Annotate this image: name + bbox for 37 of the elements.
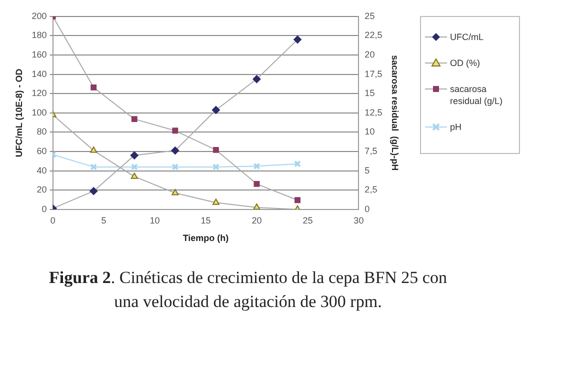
y-tick-label: 200 <box>32 10 47 21</box>
legend-label: sacarosa residual (g/L) <box>450 83 504 107</box>
y-tick-label: 40 <box>36 165 47 176</box>
x-tick-label: 20 <box>252 215 262 226</box>
x-tick-label: 15 <box>200 215 211 226</box>
y2-tick-label: 2,5 <box>364 184 378 195</box>
text: Figura 2. Cinéticas de crecimiento de la cepa BFN 25 con una velocidad de agitación de 300 rpm. <box>49 268 447 311</box>
x-tick-label: 10 <box>150 215 160 226</box>
y-tick-label: 60 <box>36 146 47 156</box>
y2-tick-label: 12,5 <box>364 107 382 118</box>
y-tick-label: 140 <box>32 68 47 79</box>
y2-axis-title: sacarosa residual (g/L)-pH <box>390 55 400 171</box>
x-tick-label: 5 <box>101 215 106 226</box>
y-tick-label: 100 <box>32 107 47 118</box>
y2-tick-label: 25 <box>364 10 375 21</box>
y2-tick-label: 15 <box>364 88 375 98</box>
y-tick-label: 120 <box>32 88 47 98</box>
y2-tick-label: 20 <box>364 49 375 60</box>
y2-tick-label: 5 <box>364 165 370 176</box>
y-tick-label: 20 <box>36 184 47 195</box>
y-tick-label: 80 <box>36 126 47 137</box>
y2-tick-label: 17,5 <box>364 68 382 79</box>
y-tick-label: 160 <box>32 49 47 60</box>
legend-label: UFC/mL <box>450 31 484 43</box>
y2-tick-label: 7,5 <box>364 146 378 156</box>
y-axis-title: UFC/mL (10E-8) - OD <box>14 68 24 158</box>
x-axis-title: Tiempo (h) <box>182 233 229 244</box>
legend-label: OD (%) <box>450 57 481 69</box>
legend-label: pH <box>450 121 463 133</box>
y2-tick-label: 22,5 <box>364 30 382 40</box>
y2-tick-label: 0 <box>364 204 370 214</box>
y2-tick-label: 10 <box>364 126 375 137</box>
x-tick-label: 30 <box>354 215 364 226</box>
x-tick-label: 25 <box>302 215 313 226</box>
y-tick-label: 0 <box>42 204 47 214</box>
x-tick-label: 0 <box>50 215 56 226</box>
y-tick-label: 180 <box>32 30 47 40</box>
